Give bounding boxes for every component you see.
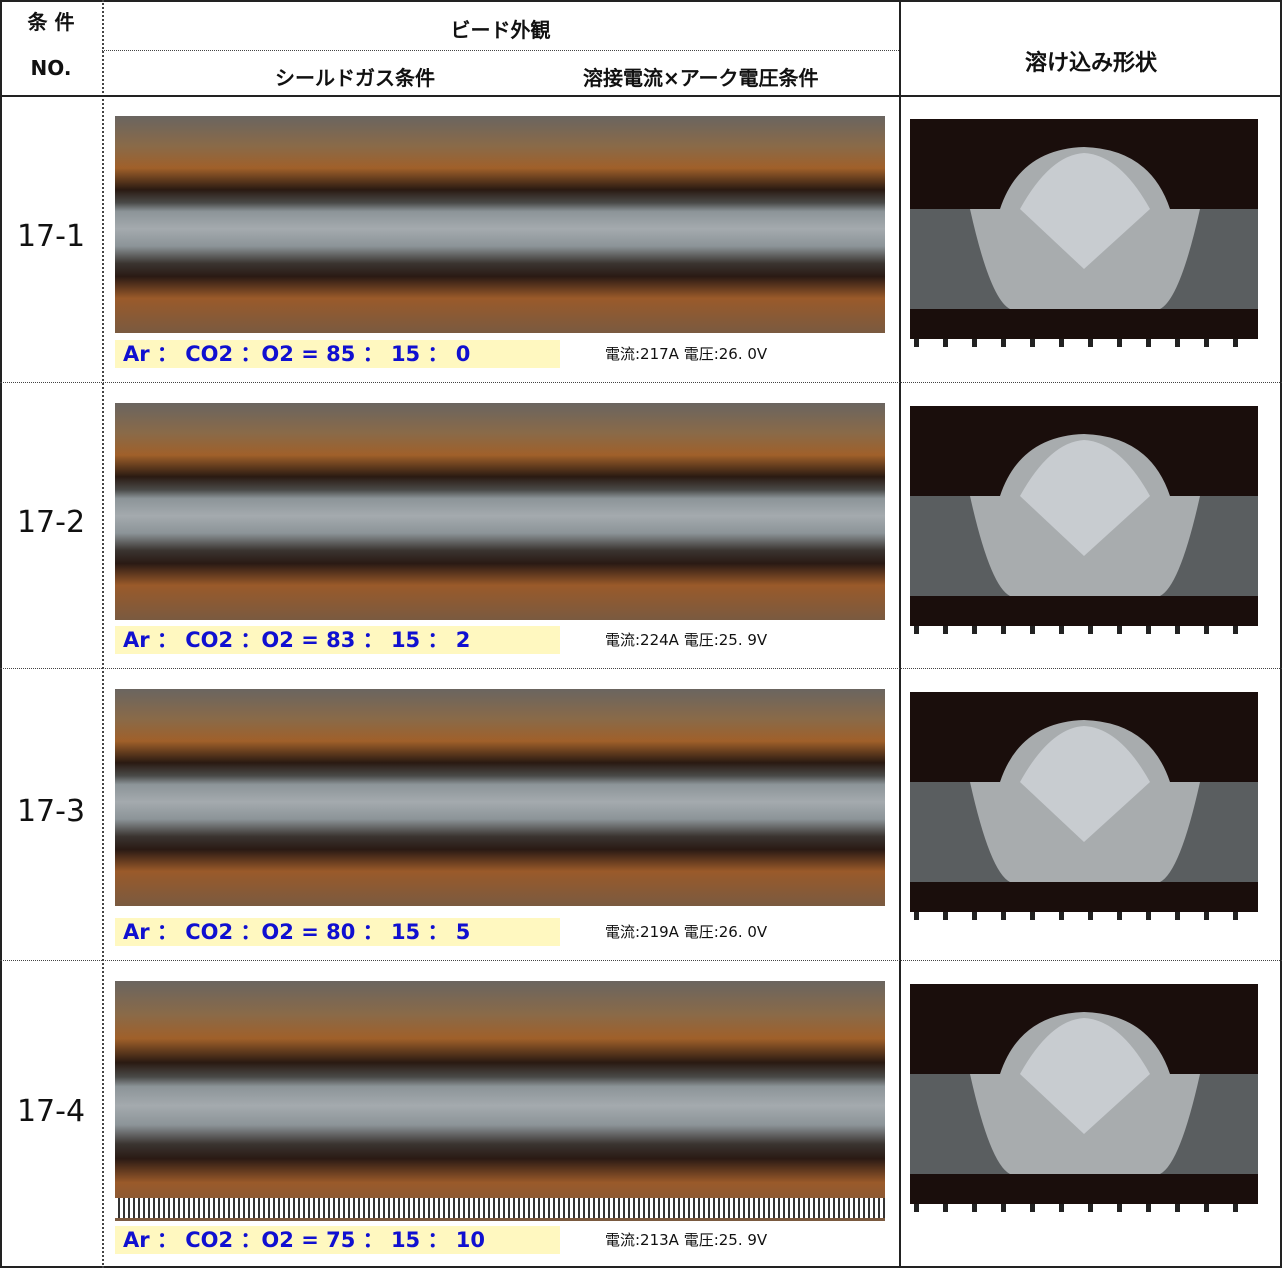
gas-condition: Ar ： CO2 ：O2 = 83 ： 15 ： 2 [115,626,560,654]
no-header: NO. [0,56,102,80]
section-svg [910,119,1258,351]
row-no: 17-1 [0,219,102,254]
row-divider [0,95,1282,97]
bead-photo [115,116,885,333]
gas-condition: Ar ： CO2 ：O2 = 75 ： 15 ： 10 [115,1226,560,1254]
section-svg [910,984,1258,1216]
scale [115,1198,885,1218]
row-no: 17-2 [0,505,102,540]
weld-condition: 電流:213A 電圧:25. 9V [605,1226,767,1254]
gas-header: シールドガス条件 [275,62,435,91]
page: 条 件 NO. ビード外観 シールドガス条件 溶接電流×アーク電圧条件 溶け込み… [0,0,1282,1268]
col-divider [102,0,104,1268]
weld-condition: 電流:217A 電圧:26. 0V [605,340,767,368]
cross-section [910,692,1258,912]
weld-condition: 電流:219A 電圧:26. 0V [605,918,767,946]
row-divider [102,50,899,51]
row-no: 17-3 [0,794,102,829]
no-header: 条 件 [0,6,102,35]
row-divider [0,960,1282,961]
bead-header: ビード外観 [102,14,899,43]
cross-section [910,984,1258,1204]
current-header: 溶接電流×アーク電圧条件 [583,62,819,91]
weld-condition: 電流:224A 電圧:25. 9V [605,626,767,654]
shape-header: 溶け込み形状 [900,45,1282,77]
section-svg [910,406,1258,638]
bead-photo [115,403,885,620]
row-no: 17-4 [0,1094,102,1129]
gas-condition: Ar ： CO2 ：O2 = 80 ： 15 ： 5 [115,918,560,946]
bead-photo [115,689,885,906]
gas-condition: Ar ： CO2 ：O2 = 85 ： 15 ： 0 [115,340,560,368]
row-divider [0,382,1282,383]
cross-section [910,406,1258,626]
bead-photo [115,981,885,1221]
cross-section [910,119,1258,339]
section-svg [910,692,1258,924]
col-divider [899,0,901,1268]
row-divider [0,668,1282,669]
